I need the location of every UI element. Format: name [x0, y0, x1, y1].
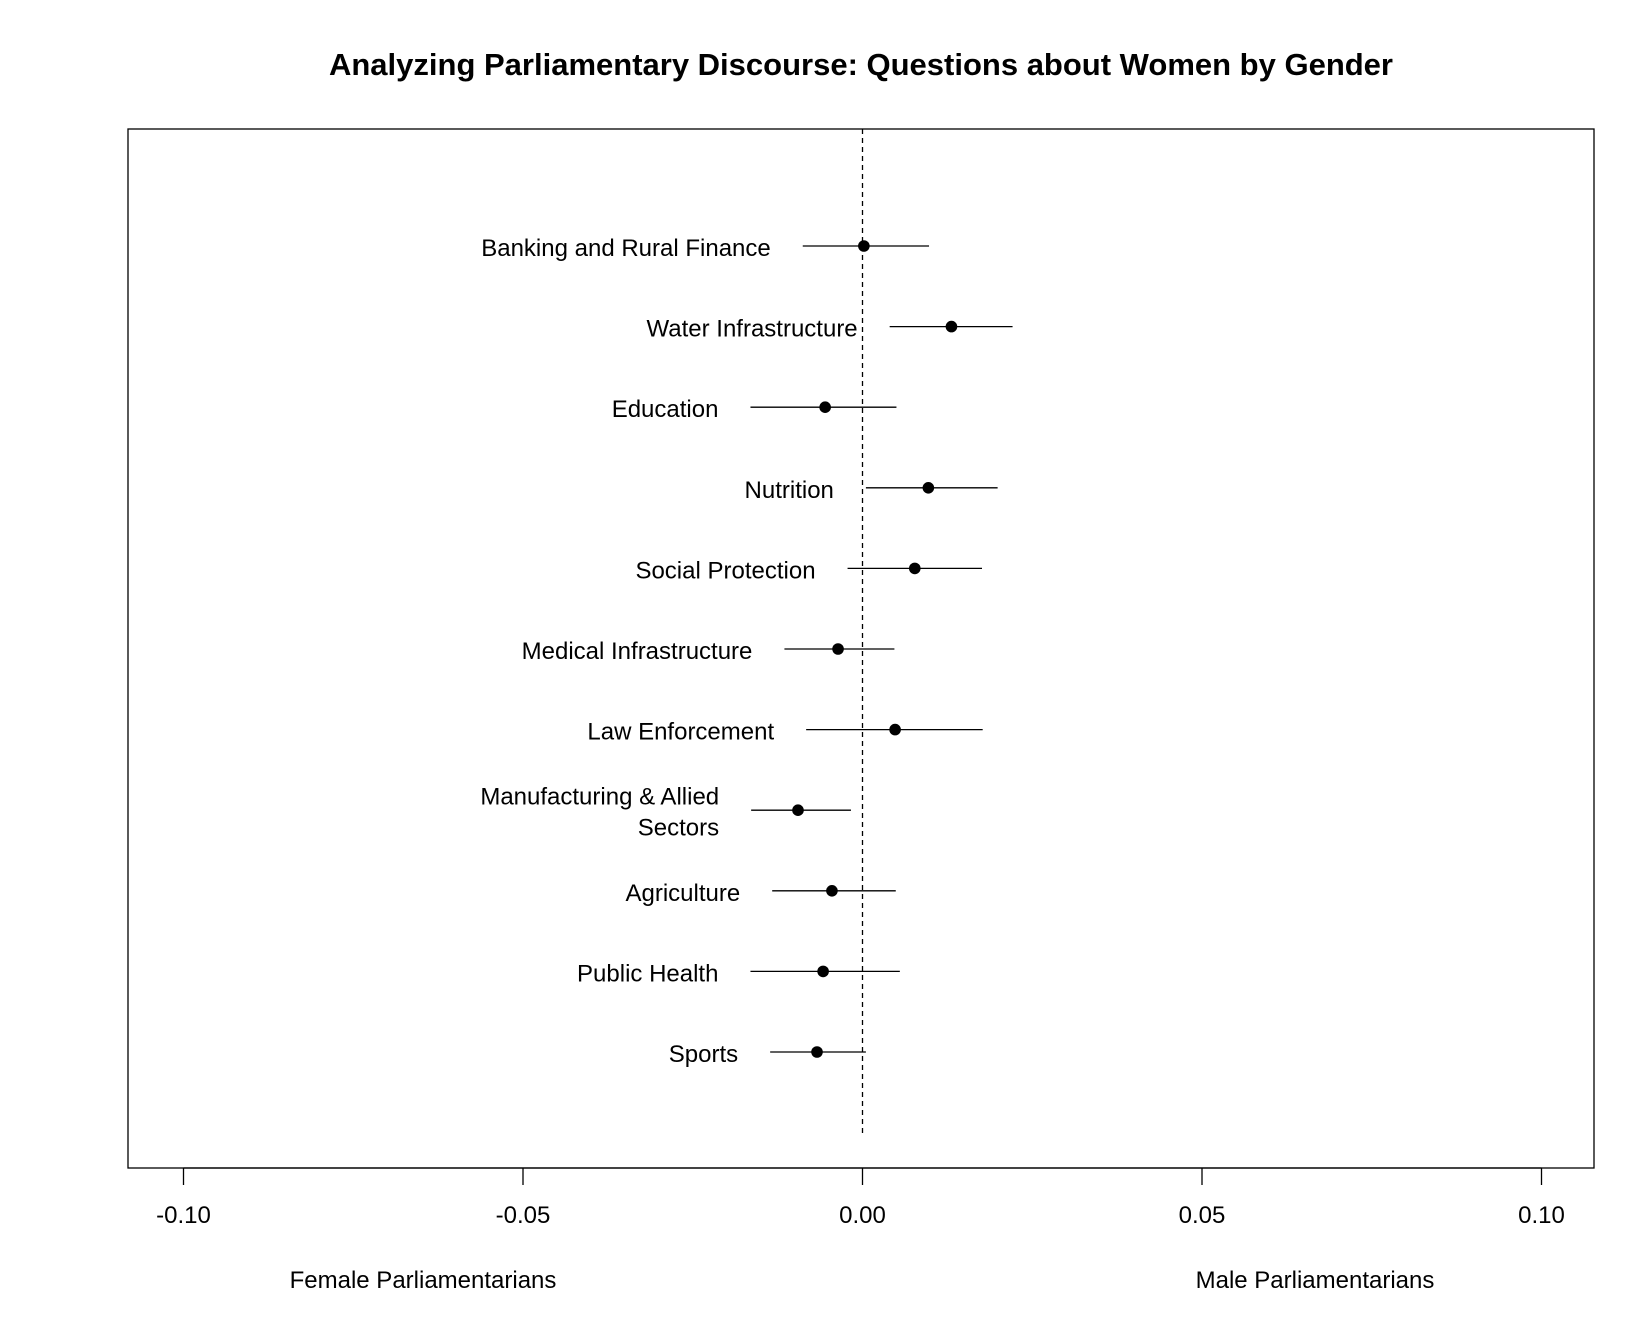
estimate-rows: Banking and Rural Finance Water Infrastru… [480, 235, 1013, 1068]
category-row: Water Infrastructure [646, 316, 1013, 343]
right-side-label: Male Parliamentarians [1196, 1267, 1435, 1294]
estimate-point [819, 401, 831, 414]
estimate-point [858, 240, 870, 252]
category-row: Law Enforcement [587, 719, 983, 746]
category-label: Sports [669, 1041, 738, 1068]
estimate-point [811, 1046, 823, 1058]
chart-title: Analyzing Parliamentary Discourse: Quest… [329, 47, 1393, 82]
x-tick-label: 0.10 [1518, 1202, 1565, 1229]
category-label: Agriculture [625, 880, 740, 907]
category-row: Public Health [577, 960, 900, 987]
estimate-point [832, 643, 844, 655]
category-row: Sports [669, 1041, 866, 1068]
category-label: Law Enforcement [587, 719, 774, 746]
estimate-point [792, 804, 804, 816]
category-label: Public Health [577, 960, 718, 987]
x-tick-label: 0.00 [839, 1202, 886, 1229]
x-tick-label: 0.05 [1179, 1202, 1226, 1229]
category-row: Manufacturing & Allied Sectors [480, 784, 851, 842]
category-label: Sectors [638, 815, 719, 842]
category-row: Education [612, 396, 897, 423]
estimate-point [817, 965, 829, 978]
category-row: Banking and Rural Finance [481, 235, 930, 262]
estimate-point [922, 482, 935, 494]
category-label: Education [612, 396, 719, 423]
x-tick-label: -0.05 [496, 1202, 551, 1229]
category-label: Manufacturing & Allied [480, 784, 719, 811]
x-tick-label: -0.10 [156, 1202, 211, 1229]
estimate-point [889, 723, 901, 736]
estimate-point [826, 885, 838, 897]
category-row: Social Protection [635, 557, 983, 584]
estimate-point [945, 320, 958, 333]
left-side-label: Female Parliamentarians [290, 1267, 557, 1294]
category-row: Medical Infrastructure [522, 638, 895, 665]
estimate-point [908, 562, 921, 575]
category-row: Nutrition [745, 477, 998, 504]
x-axis: -0.10 -0.05 0.00 0.05 0.10 [156, 1167, 1565, 1229]
category-row: Agriculture [625, 880, 896, 907]
category-label: Banking and Rural Finance [481, 235, 771, 262]
category-label: Nutrition [745, 477, 834, 504]
category-label: Social Protection [635, 557, 815, 584]
category-label: Water Infrastructure [646, 316, 857, 343]
category-label: Medical Infrastructure [522, 638, 753, 665]
